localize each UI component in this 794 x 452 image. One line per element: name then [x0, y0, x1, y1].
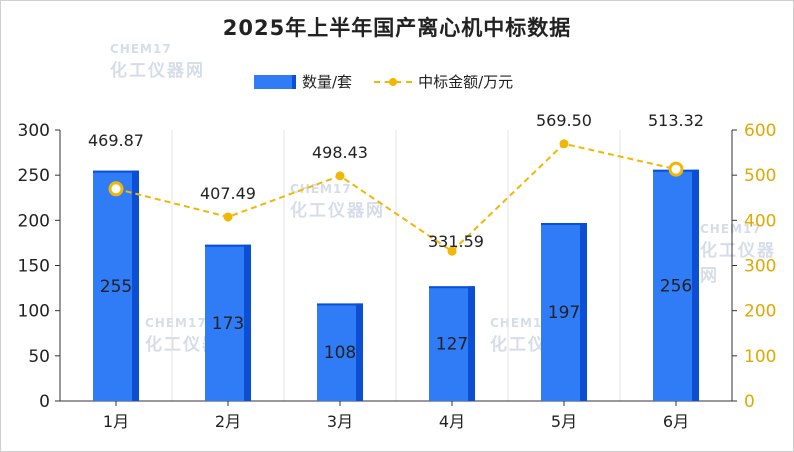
bar-value-label: 197: [548, 303, 580, 323]
bar: [317, 303, 363, 401]
bar-edge: [244, 244, 251, 401]
line-point: [335, 171, 345, 181]
bar-value-label: 108: [324, 343, 356, 363]
legend-item-bar[interactable]: 数量/套: [254, 71, 352, 92]
chart-legend: 数量/套 中标金额/万元: [254, 71, 535, 92]
bar-top: [205, 244, 251, 247]
line-point: [668, 161, 684, 177]
x-tick-label: 4月: [439, 412, 465, 431]
bar-value-label: 255: [100, 277, 132, 297]
bar: [205, 244, 251, 401]
y-right-tick-label: 400: [744, 211, 776, 231]
x-tick-label: 1月: [103, 412, 129, 431]
line-value-label: 407.49: [200, 184, 256, 203]
y-left-tick-label: 0: [39, 392, 50, 412]
bar-value-label: 127: [436, 335, 468, 355]
line-value-label: 331.59: [428, 232, 484, 251]
line-value-label: 569.50: [536, 111, 592, 130]
x-tick-label: 3月: [327, 412, 353, 431]
legend-bar-label: 数量/套: [302, 73, 353, 91]
bar-edge: [580, 223, 587, 401]
line-value-label: 498.43: [312, 143, 368, 162]
line-point: [559, 139, 569, 149]
y-left-tick-label: 250: [18, 166, 50, 186]
y-right-tick-label: 100: [744, 347, 776, 367]
bar: [93, 170, 139, 401]
x-tick-label: 6月: [663, 412, 689, 431]
line-point: [223, 212, 233, 222]
bar: [653, 169, 699, 401]
bar-value-label: 256: [660, 276, 692, 296]
bar-edge: [356, 303, 363, 401]
x-tick-label: 2月: [215, 412, 241, 431]
bar-top: [317, 303, 363, 306]
y-right-tick-label: 500: [744, 166, 776, 186]
line-point: [447, 246, 457, 256]
bar: [429, 286, 475, 401]
x-tick-label: 5月: [551, 412, 577, 431]
bar-edge: [468, 286, 475, 401]
y-left-tick-label: 150: [18, 257, 50, 277]
line-point: [108, 181, 124, 197]
chart-title: 2025年上半年国产离心机中标数据: [222, 16, 572, 40]
y-right-tick-label: 0: [744, 392, 755, 412]
legend-line-swatch: [374, 75, 413, 89]
bar-top: [541, 223, 587, 226]
y-right-tick-label: 600: [744, 121, 776, 141]
y-left-tick-label: 100: [18, 302, 50, 322]
line-value-label: 513.32: [648, 111, 704, 130]
y-right-tick-label: 200: [744, 302, 776, 322]
y-right-tick-label: 300: [744, 257, 776, 277]
bar-value-label: 173: [212, 314, 244, 334]
bar-top: [429, 286, 475, 289]
y-left-tick-label: 300: [18, 121, 50, 141]
bar: [541, 223, 587, 401]
line-series: [115, 142, 677, 253]
legend-bar-swatch: [254, 74, 296, 89]
bar-edge: [132, 170, 139, 401]
bar-edge: [692, 169, 699, 401]
y-left-tick-label: 200: [18, 211, 50, 231]
line-value-label: 469.87: [88, 131, 144, 150]
legend-line-label: 中标金额/万元: [418, 73, 514, 91]
bar-top: [93, 170, 139, 173]
legend-item-line[interactable]: 中标金额/万元: [374, 71, 513, 92]
y-left-tick-label: 50: [28, 347, 50, 367]
